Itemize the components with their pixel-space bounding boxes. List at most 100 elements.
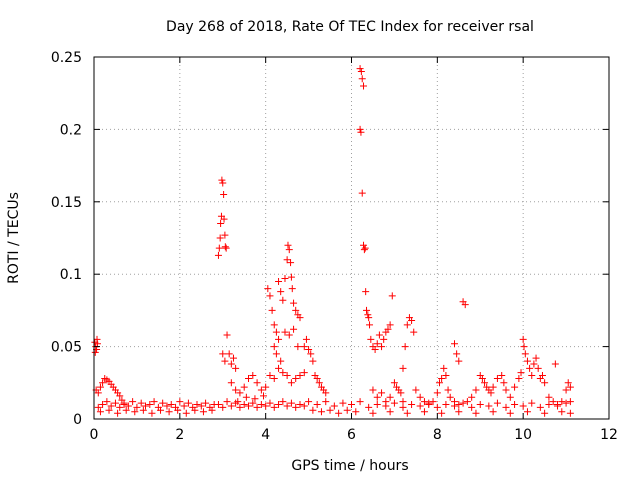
data-point — [360, 82, 368, 90]
data-point — [105, 406, 113, 414]
data-point — [348, 401, 355, 409]
data-point — [416, 393, 424, 401]
data-point — [330, 402, 338, 410]
data-point — [472, 409, 480, 417]
data-point — [566, 409, 574, 417]
data-point — [416, 402, 424, 410]
data-point — [223, 331, 231, 339]
data-point — [245, 374, 252, 382]
data-point — [390, 379, 398, 387]
data-point — [120, 401, 128, 409]
x-tick-label: 0 — [90, 427, 99, 443]
data-point — [129, 398, 137, 406]
y-tick-label: 0.2 — [60, 122, 82, 138]
data-point — [562, 386, 570, 394]
data-point — [219, 179, 227, 187]
data-point — [94, 403, 102, 411]
x-tick-label: 12 — [600, 427, 618, 443]
data-point — [292, 306, 300, 314]
data-point — [373, 393, 381, 401]
data-point — [96, 383, 104, 391]
data-point — [453, 350, 461, 358]
data-point — [410, 328, 418, 336]
data-point — [493, 374, 501, 382]
data-point — [287, 379, 295, 387]
data-point — [390, 399, 398, 407]
data-point — [365, 403, 373, 411]
data-point — [399, 364, 407, 372]
data-point — [517, 369, 525, 377]
data-point — [249, 372, 257, 380]
data-point — [519, 335, 527, 343]
data-point — [360, 241, 368, 249]
data-point — [275, 364, 283, 372]
data-point — [558, 398, 566, 406]
data-point — [249, 399, 257, 407]
data-point — [214, 401, 222, 409]
data-point — [307, 350, 315, 358]
data-point — [530, 360, 538, 368]
data-point — [322, 398, 330, 406]
data-point — [313, 374, 321, 382]
data-point — [131, 408, 139, 416]
data-point — [159, 399, 167, 407]
data-point — [521, 350, 529, 358]
data-point — [455, 408, 463, 416]
data-point — [502, 386, 510, 394]
data-point — [296, 401, 304, 409]
data-point — [511, 383, 519, 391]
data-point — [114, 409, 122, 417]
x-tick-label: 6 — [347, 427, 356, 443]
data-point — [262, 383, 270, 391]
data-point — [215, 244, 223, 252]
data-point — [116, 392, 124, 400]
data-point — [225, 350, 233, 358]
data-point — [365, 314, 373, 322]
x-tick-label: 4 — [261, 427, 270, 443]
data-point — [363, 306, 371, 314]
data-point — [468, 403, 476, 411]
data-point — [208, 406, 216, 414]
data-point — [137, 399, 145, 407]
x-tick-label: 2 — [175, 427, 184, 443]
data-points — [91, 65, 574, 417]
data-point — [287, 273, 295, 281]
data-point — [438, 374, 446, 382]
data-point — [283, 256, 291, 264]
data-point — [191, 406, 199, 414]
data-point — [165, 408, 173, 416]
data-point — [253, 379, 261, 387]
data-point — [541, 409, 549, 417]
data-point — [219, 350, 227, 358]
data-point — [99, 401, 107, 409]
data-point — [245, 402, 252, 410]
data-point — [481, 379, 489, 387]
data-point — [433, 389, 441, 397]
data-point — [296, 372, 304, 380]
data-point — [403, 321, 411, 329]
data-point — [270, 321, 278, 329]
x-tick-label: 8 — [433, 427, 442, 443]
data-point — [373, 340, 381, 348]
data-point — [343, 406, 351, 414]
data-point — [317, 408, 325, 416]
data-point — [305, 398, 313, 406]
data-point — [275, 401, 283, 409]
data-point — [369, 386, 377, 394]
data-point — [408, 317, 416, 325]
data-point — [367, 335, 375, 343]
data-point — [339, 399, 347, 407]
data-point — [371, 345, 379, 353]
data-point — [382, 402, 390, 410]
data-point — [523, 357, 531, 365]
data-point — [133, 403, 141, 411]
data-point — [184, 399, 192, 407]
data-point — [502, 403, 510, 411]
data-point — [538, 372, 546, 380]
data-point — [380, 335, 388, 343]
data-point — [283, 372, 291, 380]
data-point — [148, 409, 156, 417]
data-point — [523, 408, 531, 416]
data-point — [506, 393, 514, 401]
data-point — [176, 398, 184, 406]
